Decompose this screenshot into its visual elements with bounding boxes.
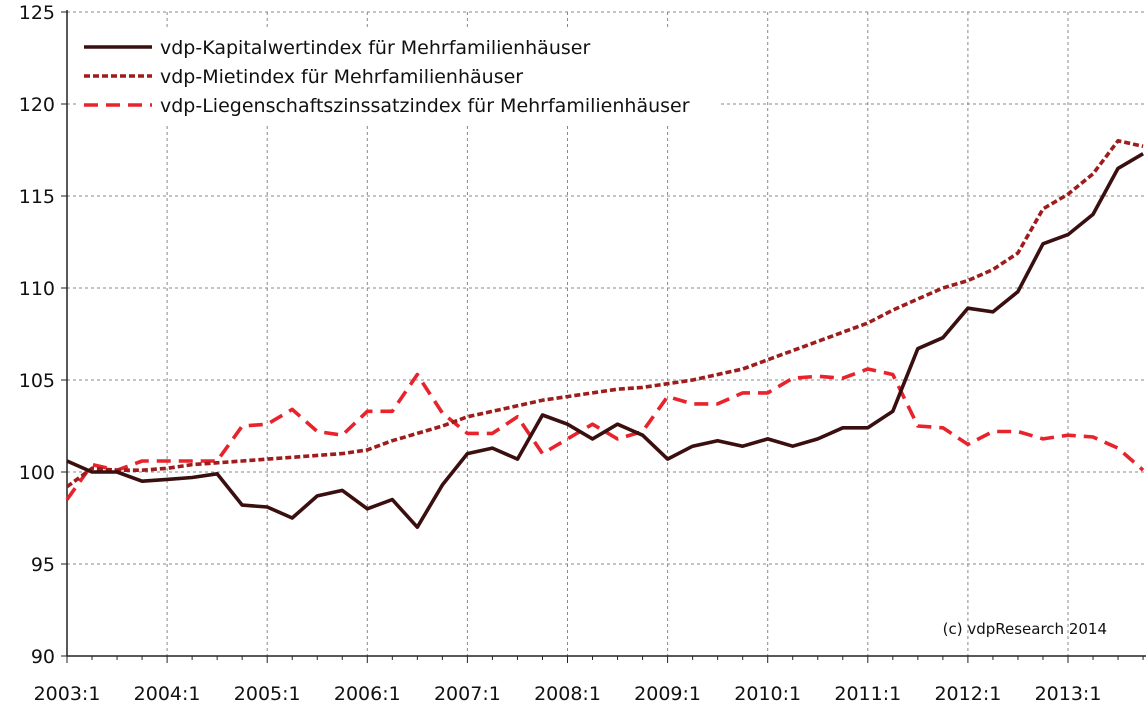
axes <box>61 10 1146 663</box>
x-tick-label: 2008:1 <box>534 683 601 705</box>
legend: vdp-Kapitalwertindex für Mehrfamilienhäu… <box>84 37 690 117</box>
series-lines <box>65 139 1145 530</box>
series-line-2 <box>65 139 1144 489</box>
y-tick-label: 90 <box>31 646 55 668</box>
y-tick-label: 110 <box>19 278 55 300</box>
x-tick-label: 2012:1 <box>934 683 1001 705</box>
series-line-1 <box>66 152 1145 530</box>
legend-label-2: vdp-Mietindex für Mehrfamilienhäuser <box>160 66 523 88</box>
x-tick-label: 2011:1 <box>834 683 901 705</box>
y-tick-label: 115 <box>19 186 55 208</box>
y-tick-labels: 90 95 100 105 110 115 120 125 <box>19 2 55 668</box>
x-tick-label: 2009:1 <box>634 683 701 705</box>
x-tick-label: 2004:1 <box>134 683 201 705</box>
y-tick-label: 120 <box>19 94 55 116</box>
x-tick-label: 2006:1 <box>334 683 401 705</box>
credit-label: (c) vdpResearch 2014 <box>943 620 1107 638</box>
x-tick-label: 2003:1 <box>34 683 101 705</box>
y-tick-label: 100 <box>19 462 55 484</box>
x-tick-labels: 2003:1 2004:1 2005:1 2006:1 2007:1 2008:1 2009… <box>34 683 1102 705</box>
y-tick-label: 125 <box>19 2 55 24</box>
legend-background <box>78 28 718 126</box>
grid-lines <box>67 11 1146 656</box>
x-tick-label: 2010:1 <box>734 683 801 705</box>
legend-label-3: vdp-Liegenschaftszinssatzindex für Mehrf… <box>160 95 690 117</box>
x-tick-label: 2005:1 <box>234 683 301 705</box>
legend-label-1: vdp-Kapitalwertindex für Mehrfamilienhäu… <box>160 37 590 59</box>
series-line-3 <box>65 367 1145 501</box>
x-tick-label: 2013:1 <box>1035 683 1102 705</box>
x-tick-label: 2007:1 <box>434 683 501 705</box>
y-tick-label: 105 <box>19 370 55 392</box>
y-tick-label: 95 <box>31 554 55 576</box>
